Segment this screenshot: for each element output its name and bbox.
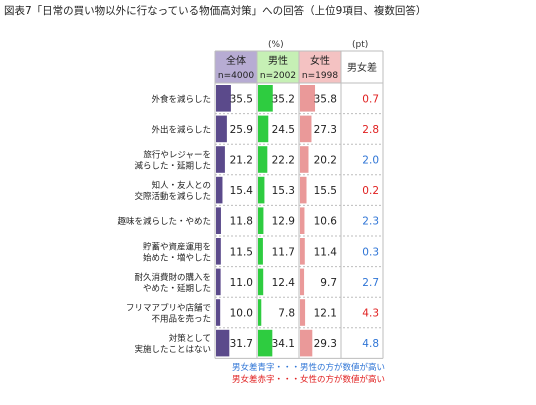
bar <box>300 268 305 296</box>
category-label: 対策として <box>169 333 211 344</box>
category-label: フリマアプリや店舗で <box>126 303 211 314</box>
category-label: 減らした・延期した <box>134 161 211 172</box>
header-bg-male <box>257 51 299 83</box>
value-label: 11.5 <box>230 246 253 258</box>
bar <box>216 85 231 112</box>
diff-value-label: 2.8 <box>362 124 379 136</box>
bar <box>300 146 309 173</box>
value-label: 7.8 <box>278 308 295 320</box>
value-label: 34.1 <box>272 338 295 350</box>
category-label: 始めた・増やした <box>143 252 211 263</box>
value-label: 35.2 <box>272 93 295 105</box>
category-label: 旅行やレジャーを <box>143 150 211 161</box>
bar <box>300 176 307 204</box>
bar <box>258 238 263 265</box>
value-label: 12.1 <box>314 308 337 320</box>
diff-value-label: 2.7 <box>362 277 379 289</box>
header-label-male: 男性 <box>268 54 288 67</box>
category-label: 耐久消費財の購入を <box>134 272 211 283</box>
header-label-diff: 男女差 <box>347 61 377 74</box>
value-label: 10.6 <box>314 216 338 228</box>
value-label: 25.9 <box>230 124 253 136</box>
chart-title: 図表7「日常の買い物以外に行なっている物価高対策」への回答（上位9項目、複数回答… <box>4 5 427 17</box>
bar <box>258 268 264 296</box>
bar <box>258 329 273 357</box>
header-n-all: n=4000 <box>218 71 254 81</box>
category-label: やめた・延期した <box>143 283 211 294</box>
bar <box>258 146 268 173</box>
value-label: 9.7 <box>320 277 337 289</box>
value-label: 12.9 <box>272 216 295 228</box>
value-label: 29.3 <box>314 338 337 350</box>
category-label: 趣味を減らした・やめた <box>117 216 211 227</box>
value-label: 15.3 <box>272 185 295 197</box>
bar <box>258 207 264 234</box>
category-label: 外出を減らした <box>151 124 211 135</box>
bar <box>216 207 221 234</box>
bar <box>300 115 312 143</box>
value-label: 12.4 <box>272 277 296 289</box>
bar <box>216 146 225 173</box>
header-bg-female <box>299 51 341 83</box>
value-label: 21.2 <box>230 155 253 167</box>
category-label: 実施したことはない <box>134 344 211 355</box>
bar <box>300 299 306 326</box>
value-label: 22.2 <box>272 155 295 167</box>
value-label: 10.0 <box>230 308 253 320</box>
legend-red: 男女差赤字・・・女性の方が数値が高い <box>232 375 386 385</box>
value-label: 15.4 <box>230 185 254 197</box>
diff-value-label: 2.0 <box>362 155 379 167</box>
category-label: 貯蓄や資産運用を <box>143 241 211 252</box>
bar <box>216 329 230 357</box>
bar <box>300 85 316 112</box>
bar <box>216 299 221 326</box>
bar <box>216 176 223 204</box>
category-label: 不用品を売った <box>151 314 211 325</box>
value-label: 11.7 <box>272 246 295 258</box>
category-label: 知人・友人との <box>152 180 211 191</box>
value-label: 24.5 <box>272 124 295 136</box>
bar <box>258 85 273 112</box>
category-label: 交際活動を減らした <box>134 191 211 202</box>
header-n-male: n=2002 <box>260 71 296 81</box>
header-n-female: n=1998 <box>302 71 338 81</box>
bar <box>258 176 265 204</box>
diff-value-label: 2.3 <box>362 216 379 228</box>
bar <box>216 268 221 296</box>
unit-percent: (%) <box>268 40 284 50</box>
value-label: 27.3 <box>314 124 337 136</box>
diff-value-label: 0.2 <box>362 185 379 197</box>
value-label: 31.7 <box>230 338 253 350</box>
bar <box>216 238 221 265</box>
value-label: 35.5 <box>230 93 253 105</box>
bar <box>216 115 227 143</box>
header-bg-all <box>215 51 257 83</box>
value-label: 35.8 <box>314 93 337 105</box>
value-label: 11.4 <box>314 246 338 258</box>
legend-blue: 男女差青字・・・男性の方が数値が高い <box>232 363 386 373</box>
category-label: 外食を減らした <box>151 94 211 105</box>
diff-value-label: 4.8 <box>362 338 379 350</box>
unit-points: (pt) <box>352 40 369 50</box>
header-label-female: 女性 <box>310 54 330 67</box>
diff-value-label: 4.3 <box>362 308 379 320</box>
bar <box>300 207 305 234</box>
header-label-all: 全体 <box>226 54 246 67</box>
value-label: 15.5 <box>314 185 337 197</box>
diff-value-label: 0.3 <box>362 246 379 258</box>
bar <box>300 238 305 265</box>
bar <box>258 299 262 326</box>
diff-value-label: 0.7 <box>362 93 379 105</box>
bar <box>258 115 269 143</box>
bar <box>300 329 313 357</box>
value-label: 11.0 <box>230 277 253 289</box>
value-label: 11.8 <box>230 216 253 228</box>
value-label: 20.2 <box>314 155 337 167</box>
